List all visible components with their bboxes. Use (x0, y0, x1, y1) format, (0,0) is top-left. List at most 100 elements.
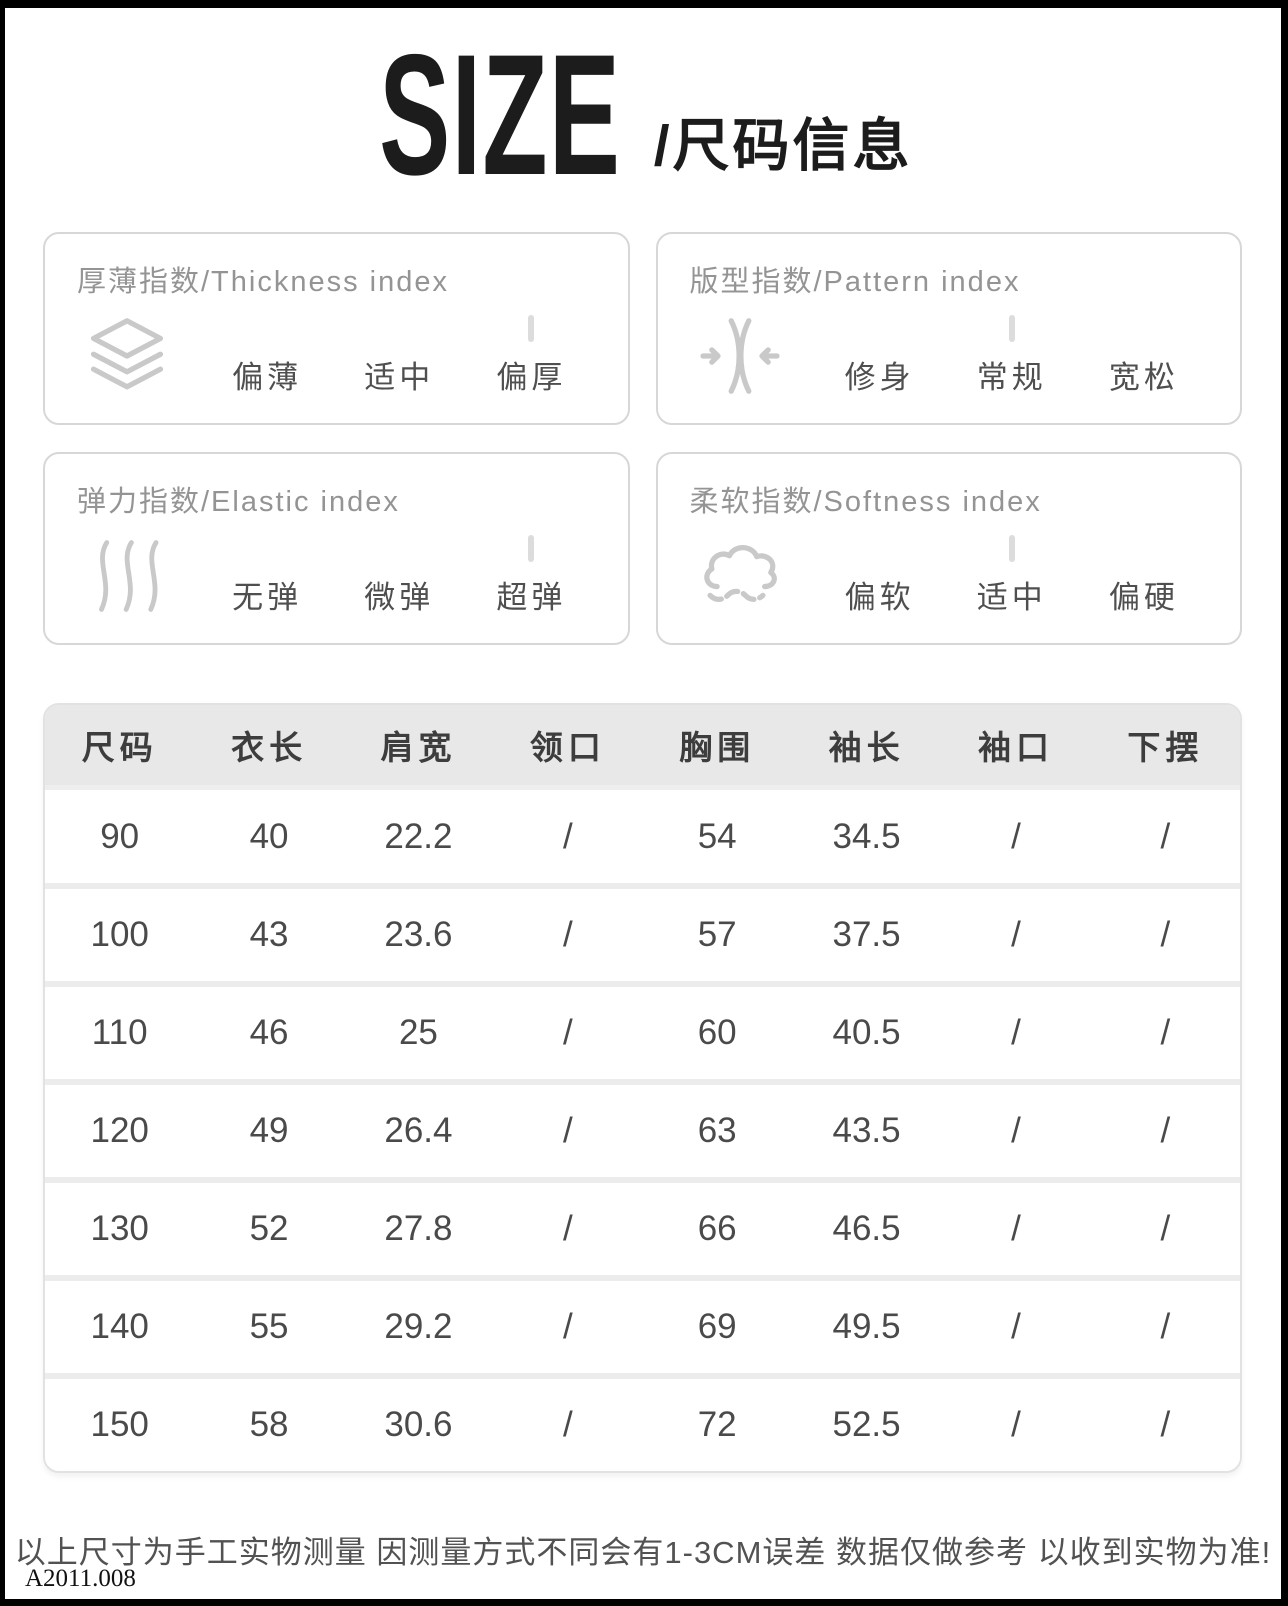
table-cell: 130 (90, 1209, 149, 1248)
table-cell: 90 (100, 816, 140, 856)
table-row: 130 52 27.8 / 66 46.5 / / (45, 1177, 1240, 1275)
index-option-label: 超弹 (496, 580, 567, 615)
selected-tick (1008, 315, 1015, 342)
index-option-label: 偏薄 (232, 360, 303, 395)
thickness-options: 偏薄 适中 偏厚 (177, 315, 598, 397)
table-cell: 26.4 (384, 1111, 453, 1150)
table-cell: / (562, 1209, 573, 1248)
table-cell: 40 (249, 816, 289, 856)
index-option-label: 适中 (976, 580, 1047, 615)
table-cell: / (1011, 1307, 1021, 1346)
header-cell: 衣长 (231, 729, 308, 766)
table-cell: 120 (90, 1111, 149, 1150)
softness-index-title: 柔软指数/Softness index (689, 486, 1042, 518)
table-row: 150 58 30.6 / 72 52.5 / / (45, 1373, 1240, 1471)
index-option: 偏薄 (225, 315, 309, 397)
cloud-icon (690, 532, 790, 620)
selected-tick (528, 535, 535, 562)
table-cell: 100 (90, 915, 149, 954)
table-cell: / (1011, 1405, 1021, 1444)
table-cell: / (1011, 915, 1021, 954)
header-cell: 胸围 (679, 729, 756, 766)
index-option-label: 适中 (364, 360, 435, 395)
table-cell: / (1011, 1013, 1021, 1052)
table-cell: 49 (249, 1111, 289, 1150)
index-option-label: 宽松 (1108, 360, 1179, 395)
pattern-options: 修身 常规 宽松 (790, 315, 1211, 397)
size-title-sub: /尺码信息 (653, 114, 913, 178)
index-option-label: 偏软 (844, 580, 915, 615)
index-option-label: 修身 (844, 360, 915, 395)
table-cell: 150 (90, 1405, 149, 1444)
header-cell: 领口 (529, 729, 606, 766)
table-cell: / (1160, 1111, 1171, 1150)
table-cell: 60 (697, 1013, 737, 1052)
pattern-index-title: 版型指数/Pattern index (689, 266, 1021, 298)
table-cell: 43 (249, 915, 289, 954)
index-option: 适中 (970, 535, 1054, 617)
table-cell: / (1160, 816, 1171, 856)
table-cell: 54 (697, 816, 737, 856)
table-cell: 29.2 (384, 1307, 453, 1346)
index-option: 超弹 (489, 535, 573, 617)
table-cell: 23.6 (384, 915, 453, 954)
index-option: 适中 (357, 315, 441, 397)
index-option: 无弹 (225, 535, 309, 617)
table-cell: 46.5 (832, 1209, 901, 1248)
header-cell: 袖长 (828, 729, 905, 766)
index-option: 微弹 (357, 535, 441, 617)
table-cell: / (1160, 915, 1171, 954)
waves-icon (77, 532, 177, 620)
table-cell: 49.5 (832, 1307, 901, 1346)
size-table-header: 尺码 衣长 肩宽 领口 胸围 袖长 袖口 下摆 (45, 705, 1240, 785)
table-cell: / (562, 1307, 573, 1346)
selected-tick (528, 315, 535, 342)
softness-options: 偏软 适中 偏硬 (790, 535, 1211, 617)
index-option: 修身 (838, 315, 922, 397)
table-cell: / (1011, 1209, 1021, 1248)
table-cell: 34.5 (832, 816, 901, 856)
layers-icon (77, 312, 177, 400)
index-cards: 厚薄指数/Thickness index 偏薄 适中 偏厚 版型指数/Pattern… (43, 232, 1242, 645)
table-cell: 63 (697, 1111, 737, 1150)
selected-tick (1008, 535, 1015, 562)
table-row: 90 40 22.2 / 54 34.5 / / (45, 785, 1240, 883)
thickness-index-title: 厚薄指数/Thickness index (77, 266, 449, 298)
table-cell: / (562, 816, 573, 856)
index-option: 常规 (970, 315, 1054, 397)
table-cell: 52.5 (832, 1405, 901, 1444)
table-cell: 69 (697, 1307, 737, 1346)
table-cell: / (1160, 1307, 1171, 1346)
table-cell: 43.5 (832, 1111, 901, 1150)
table-cell: 66 (697, 1209, 737, 1248)
index-option-label: 常规 (976, 360, 1047, 395)
table-cell: / (1160, 1209, 1171, 1248)
table-cell: 140 (90, 1307, 149, 1346)
index-option-label: 微弹 (364, 580, 435, 615)
table-cell: / (1011, 1111, 1021, 1150)
size-title-main: SIZE (379, 19, 622, 211)
measurement-disclaimer: 以上尺寸为手工实物测量 因测量方式不同会有1-3CM误差 数据仅做参考 以收到实… (14, 1535, 1272, 1570)
thickness-index-card: 厚薄指数/Thickness index 偏薄 适中 偏厚 (43, 232, 630, 425)
table-cell: 27.8 (384, 1209, 453, 1248)
index-option: 偏软 (838, 535, 922, 617)
table-cell: / (1160, 1013, 1171, 1052)
table-cell: 22.2 (384, 816, 453, 856)
table-cell: / (562, 1013, 573, 1052)
table-cell: / (1160, 1405, 1171, 1444)
table-cell: 55 (249, 1307, 289, 1346)
index-option-label: 无弹 (232, 580, 303, 615)
table-cell: / (562, 1111, 573, 1150)
table-cell: 58 (249, 1405, 289, 1444)
size-table: 尺码 衣长 肩宽 领口 胸围 袖长 袖口 下摆 90 40 22.2 / 54 34.5 / / 100 43 2… (43, 703, 1242, 1473)
index-option: 宽松 (1102, 315, 1186, 397)
table-cell: 30.6 (384, 1405, 453, 1444)
table-cell: 37.5 (832, 915, 901, 954)
softness-index-card: 柔软指数/Softness index 偏软 适中 偏硬 (655, 452, 1242, 645)
elastic-index-card: 弹力指数/Elastic index 无弹 微弹 超弹 (43, 452, 630, 645)
product-code: A2011.008 (25, 1565, 136, 1592)
table-cell: / (1011, 816, 1021, 856)
index-option-label: 偏硬 (1108, 580, 1179, 615)
table-row: 140 55 29.2 / 69 49.5 / / (45, 1275, 1240, 1373)
